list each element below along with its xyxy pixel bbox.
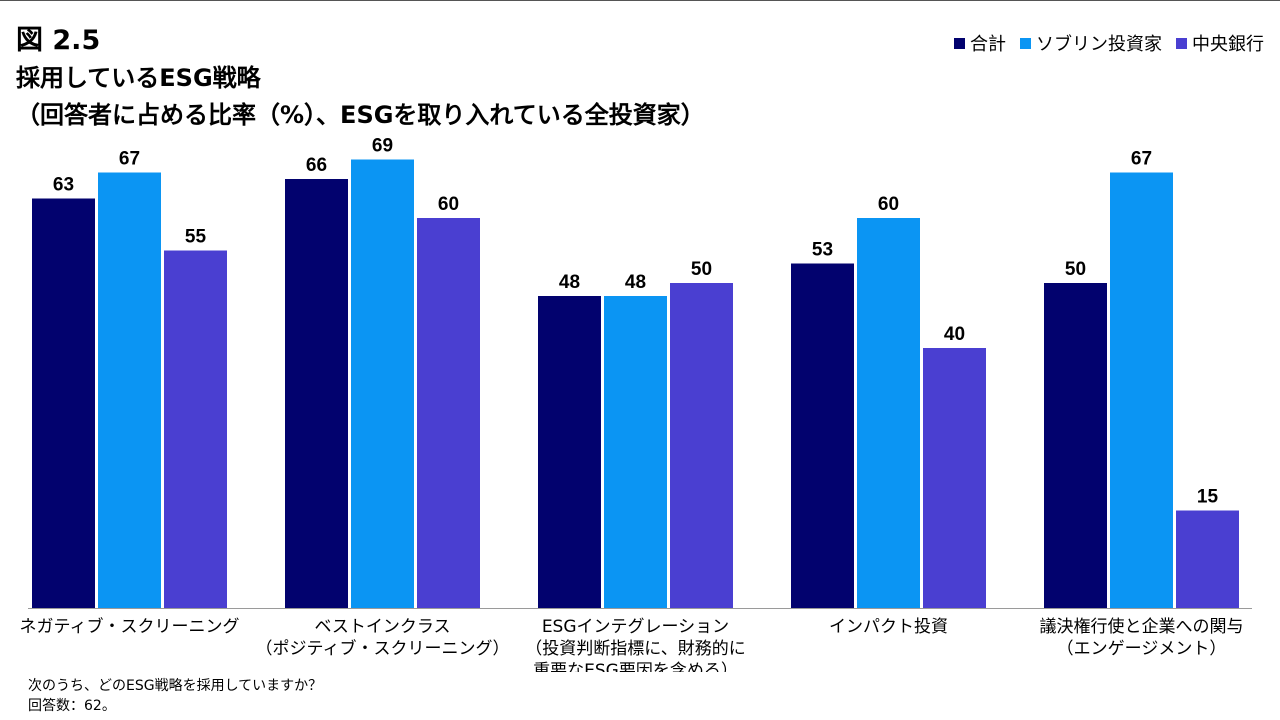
data-label-central-bank-cat2: 60 [438, 194, 459, 215]
category-label-5-line1: 議決権行使と企業への関与 [1040, 616, 1244, 637]
legend-swatch-sovereign [1020, 37, 1031, 49]
top-rule [0, 0, 1280, 1]
category-label-3-line3: 重要なESG要因を含める） [533, 661, 738, 672]
bar-central-bank-cat4 [923, 348, 986, 608]
category-label-3-line2: （投資判断指標に、財務的に [525, 639, 746, 659]
bar-sovereign-cat2 [351, 159, 414, 608]
legend: 合計 ソブリン投資家 中央銀行 [954, 30, 1264, 56]
bar-central-bank-cat2 [417, 218, 480, 608]
bar-sovereign-cat3 [604, 296, 667, 608]
footnote-response-count: 回答数：62。 [28, 698, 116, 714]
category-label-2-line1: ベストインクラス [315, 617, 451, 637]
legend-item-central-bank: 中央銀行 [1176, 30, 1264, 56]
data-label-sovereign-cat3: 48 [625, 272, 646, 293]
bar-sovereign-cat5 [1110, 172, 1173, 608]
bar-total-cat2 [285, 179, 348, 608]
data-label-central-bank-cat5: 15 [1197, 487, 1219, 508]
legend-swatch-total [954, 37, 965, 49]
legend-item-sovereign: ソブリン投資家 [1020, 30, 1162, 56]
data-label-sovereign-cat1: 67 [119, 149, 140, 170]
data-label-sovereign-cat2: 69 [372, 136, 393, 157]
legend-label-sovereign: ソブリン投資家 [1036, 34, 1162, 55]
bar-total-cat3 [538, 296, 601, 608]
data-label-central-bank-cat4: 40 [944, 324, 965, 345]
bar-central-bank-cat1 [164, 250, 227, 608]
legend-label-total: 合計 [970, 34, 1006, 55]
data-label-central-bank-cat3: 50 [691, 259, 712, 280]
bar-total-cat4 [791, 263, 854, 608]
bar-sovereign-cat4 [857, 218, 920, 608]
bar-central-bank-cat3 [670, 283, 733, 608]
bar-sovereign-cat1 [98, 172, 161, 608]
category-label-2-line2: （ポジティブ・スクリーニング） [256, 638, 510, 659]
bar-total-cat5 [1044, 283, 1107, 608]
data-label-total-cat2: 66 [306, 155, 327, 176]
chart-subtitle: （回答者に占める比率（%）、ESGを取り入れている全投資家） [16, 101, 705, 129]
data-label-sovereign-cat5: 67 [1131, 149, 1152, 170]
figure-label: 図 2.5 [16, 25, 101, 56]
bar-chart: 63 67 55 ネガティブ・スクリーニング 66 69 60 ベストインクラス（ポジティブ・… [20, 136, 1252, 672]
legend-swatch-central-bank [1176, 37, 1187, 49]
category-label-4-line1: インパクト投資 [829, 617, 948, 637]
data-label-sovereign-cat4: 60 [878, 194, 899, 215]
data-label-total-cat1: 63 [53, 175, 74, 196]
category-label-3-line1: ESGインテグレーション [542, 617, 729, 637]
category-label-5-line2: （エンゲージメント） [1057, 639, 1227, 659]
chart-title: 採用しているESG戦略 [16, 64, 261, 92]
bar-total-cat1 [32, 198, 95, 608]
data-label-total-cat3: 48 [559, 272, 580, 293]
footnote: 次のうち、どのESG戦略を採用していますか？ 回答数：62。 [28, 676, 322, 716]
footnote-question: 次のうち、どのESG戦略を採用していますか？ [28, 678, 323, 694]
category-label-1-line1: ネガティブ・スクリーニング [20, 616, 240, 637]
legend-label-central-bank: 中央銀行 [1192, 34, 1264, 55]
data-label-central-bank-cat1: 55 [185, 227, 207, 248]
data-label-total-cat5: 50 [1065, 259, 1086, 280]
legend-item-total: 合計 [954, 30, 1006, 56]
bar-central-bank-cat5 [1176, 510, 1239, 608]
data-label-total-cat4: 53 [812, 240, 833, 261]
